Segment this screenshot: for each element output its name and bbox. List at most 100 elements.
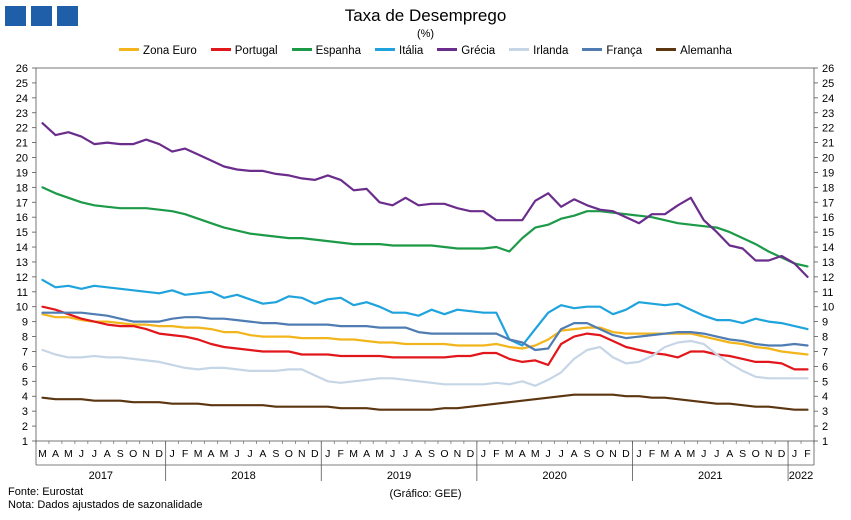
legend-item: Portugal	[210, 45, 278, 57]
series-line-alemanha	[41, 393, 809, 411]
y-tick-label-left: 26	[16, 63, 28, 75]
x-tick-label-month: F	[649, 448, 655, 460]
y-tick-label-left: 21	[16, 138, 28, 150]
series-line-zona-euro	[41, 313, 809, 356]
y-tick-label-left: 22	[16, 123, 28, 135]
y-tick-label-left: 11	[17, 287, 28, 299]
x-tick-label-month: O	[596, 448, 604, 460]
x-tick-label-month: N	[609, 448, 617, 460]
x-tick-label-month: D	[467, 448, 475, 460]
y-tick-label-right: 13	[822, 257, 834, 269]
y-tick-label-left: 25	[16, 78, 28, 90]
plot-frame	[35, 67, 815, 442]
series-line-irlanda	[41, 339, 809, 387]
y-tick-label-left: 7	[22, 346, 28, 358]
x-tick-label-month: M	[194, 448, 203, 460]
logo-block-2	[31, 6, 52, 26]
x-tick-label-month: D	[311, 448, 319, 460]
x-tick-label-month: D	[778, 448, 786, 460]
y-tick-label-left: 5	[22, 376, 28, 388]
x-tick-label-month: J	[390, 448, 395, 460]
legend-item: França	[582, 45, 642, 57]
y-tick-label-right: 14	[822, 242, 834, 254]
legend-swatch	[582, 48, 603, 52]
x-tick-label-month: J	[636, 448, 641, 460]
x-tick-label-month: O	[285, 448, 293, 460]
series-line-itália	[41, 278, 809, 347]
y-tick-label-right: 22	[822, 123, 834, 135]
x-tick-label-month: D	[622, 448, 630, 460]
x-tick-label-month: J	[701, 448, 706, 460]
x-tick-label-month: N	[765, 448, 773, 460]
x-tick-label-month: J	[403, 448, 408, 460]
source-note: Fonte: Eurostat	[8, 486, 84, 498]
legend-label: Zona Euro	[143, 45, 197, 57]
y-tick-label-right: 1	[822, 436, 828, 448]
y-tick-label-right: 6	[822, 361, 828, 373]
legend-swatch	[509, 48, 530, 52]
legend-item: Irlanda	[509, 45, 568, 57]
y-tick-label-left: 1	[22, 436, 28, 448]
x-tick-label-month: O	[129, 448, 137, 460]
x-tick-label-month: M	[505, 448, 514, 460]
legend-swatch	[291, 48, 312, 52]
x-year-label: 2018	[231, 470, 255, 482]
series-line-portugal	[41, 305, 809, 371]
y-tick-label-left: 14	[16, 242, 28, 254]
y-tick-label-left: 20	[16, 153, 28, 165]
legend-item: Itália	[375, 45, 423, 57]
y-tick-label-left: 18	[16, 182, 28, 194]
x-tick-label-month: S	[428, 448, 435, 460]
logo-block-3	[57, 6, 78, 26]
y-tick-label-left: 16	[16, 212, 28, 224]
adjustment-note: Nota: Dados ajustados de sazonalidade	[8, 499, 203, 511]
legend-label: Irlanda	[533, 45, 569, 57]
y-tick-label-right: 17	[822, 197, 834, 209]
x-tick-label-month: A	[363, 448, 370, 460]
x-tick-label-month: A	[415, 448, 422, 460]
x-tick-label-month: M	[38, 448, 47, 460]
y-tick-label-left: 2	[22, 421, 28, 433]
y-tick-label-left: 4	[22, 391, 28, 403]
x-year-label: 2017	[89, 470, 113, 482]
y-tick-label-right: 11	[822, 287, 833, 299]
x-tick-label-month: A	[571, 448, 578, 460]
y-tick-label-right: 26	[822, 63, 834, 75]
y-tick-label-right: 2	[822, 421, 828, 433]
y-tick-label-left: 8	[22, 332, 28, 344]
y-tick-label-left: 23	[16, 108, 28, 120]
x-tick-label-month: D	[155, 448, 163, 460]
x-tick-label-month: A	[674, 448, 681, 460]
y-tick-label-left: 24	[16, 93, 28, 105]
legend-item: Grécia	[437, 45, 495, 57]
y-tick-label-left: 10	[16, 302, 28, 314]
y-tick-label-right: 18	[822, 182, 834, 194]
y-tick-label-right: 24	[822, 93, 834, 105]
x-tick-label-month: N	[142, 448, 150, 460]
x-tick-label-month: S	[584, 448, 591, 460]
x-tick-label-month: A	[519, 448, 526, 460]
x-tick-label-month: M	[531, 448, 540, 460]
y-tick-label-right: 25	[822, 78, 834, 90]
x-tick-label-month: J	[247, 448, 252, 460]
logo-block-1	[5, 6, 26, 26]
x-tick-label-month: A	[104, 448, 111, 460]
x-tick-label-month: A	[52, 448, 59, 460]
x-tick-label-month: J	[234, 448, 239, 460]
x-tick-label-month: M	[375, 448, 384, 460]
y-tick-label-left: 17	[16, 197, 28, 209]
x-tick-label-month: N	[454, 448, 462, 460]
x-tick-label-month: J	[170, 448, 175, 460]
x-tick-label-month: F	[493, 448, 499, 460]
x-tick-label-month: O	[752, 448, 760, 460]
legend-label: Itália	[399, 45, 424, 57]
x-tick-label-month: M	[220, 448, 229, 460]
x-tick-label-month: S	[272, 448, 279, 460]
legend-swatch	[375, 48, 395, 52]
x-tick-label-month: J	[546, 448, 551, 460]
x-tick-label-month: J	[79, 448, 84, 460]
x-tick-label-month: S	[117, 448, 124, 460]
legend-item: Zona Euro	[119, 45, 197, 57]
legend-swatch	[119, 48, 140, 52]
